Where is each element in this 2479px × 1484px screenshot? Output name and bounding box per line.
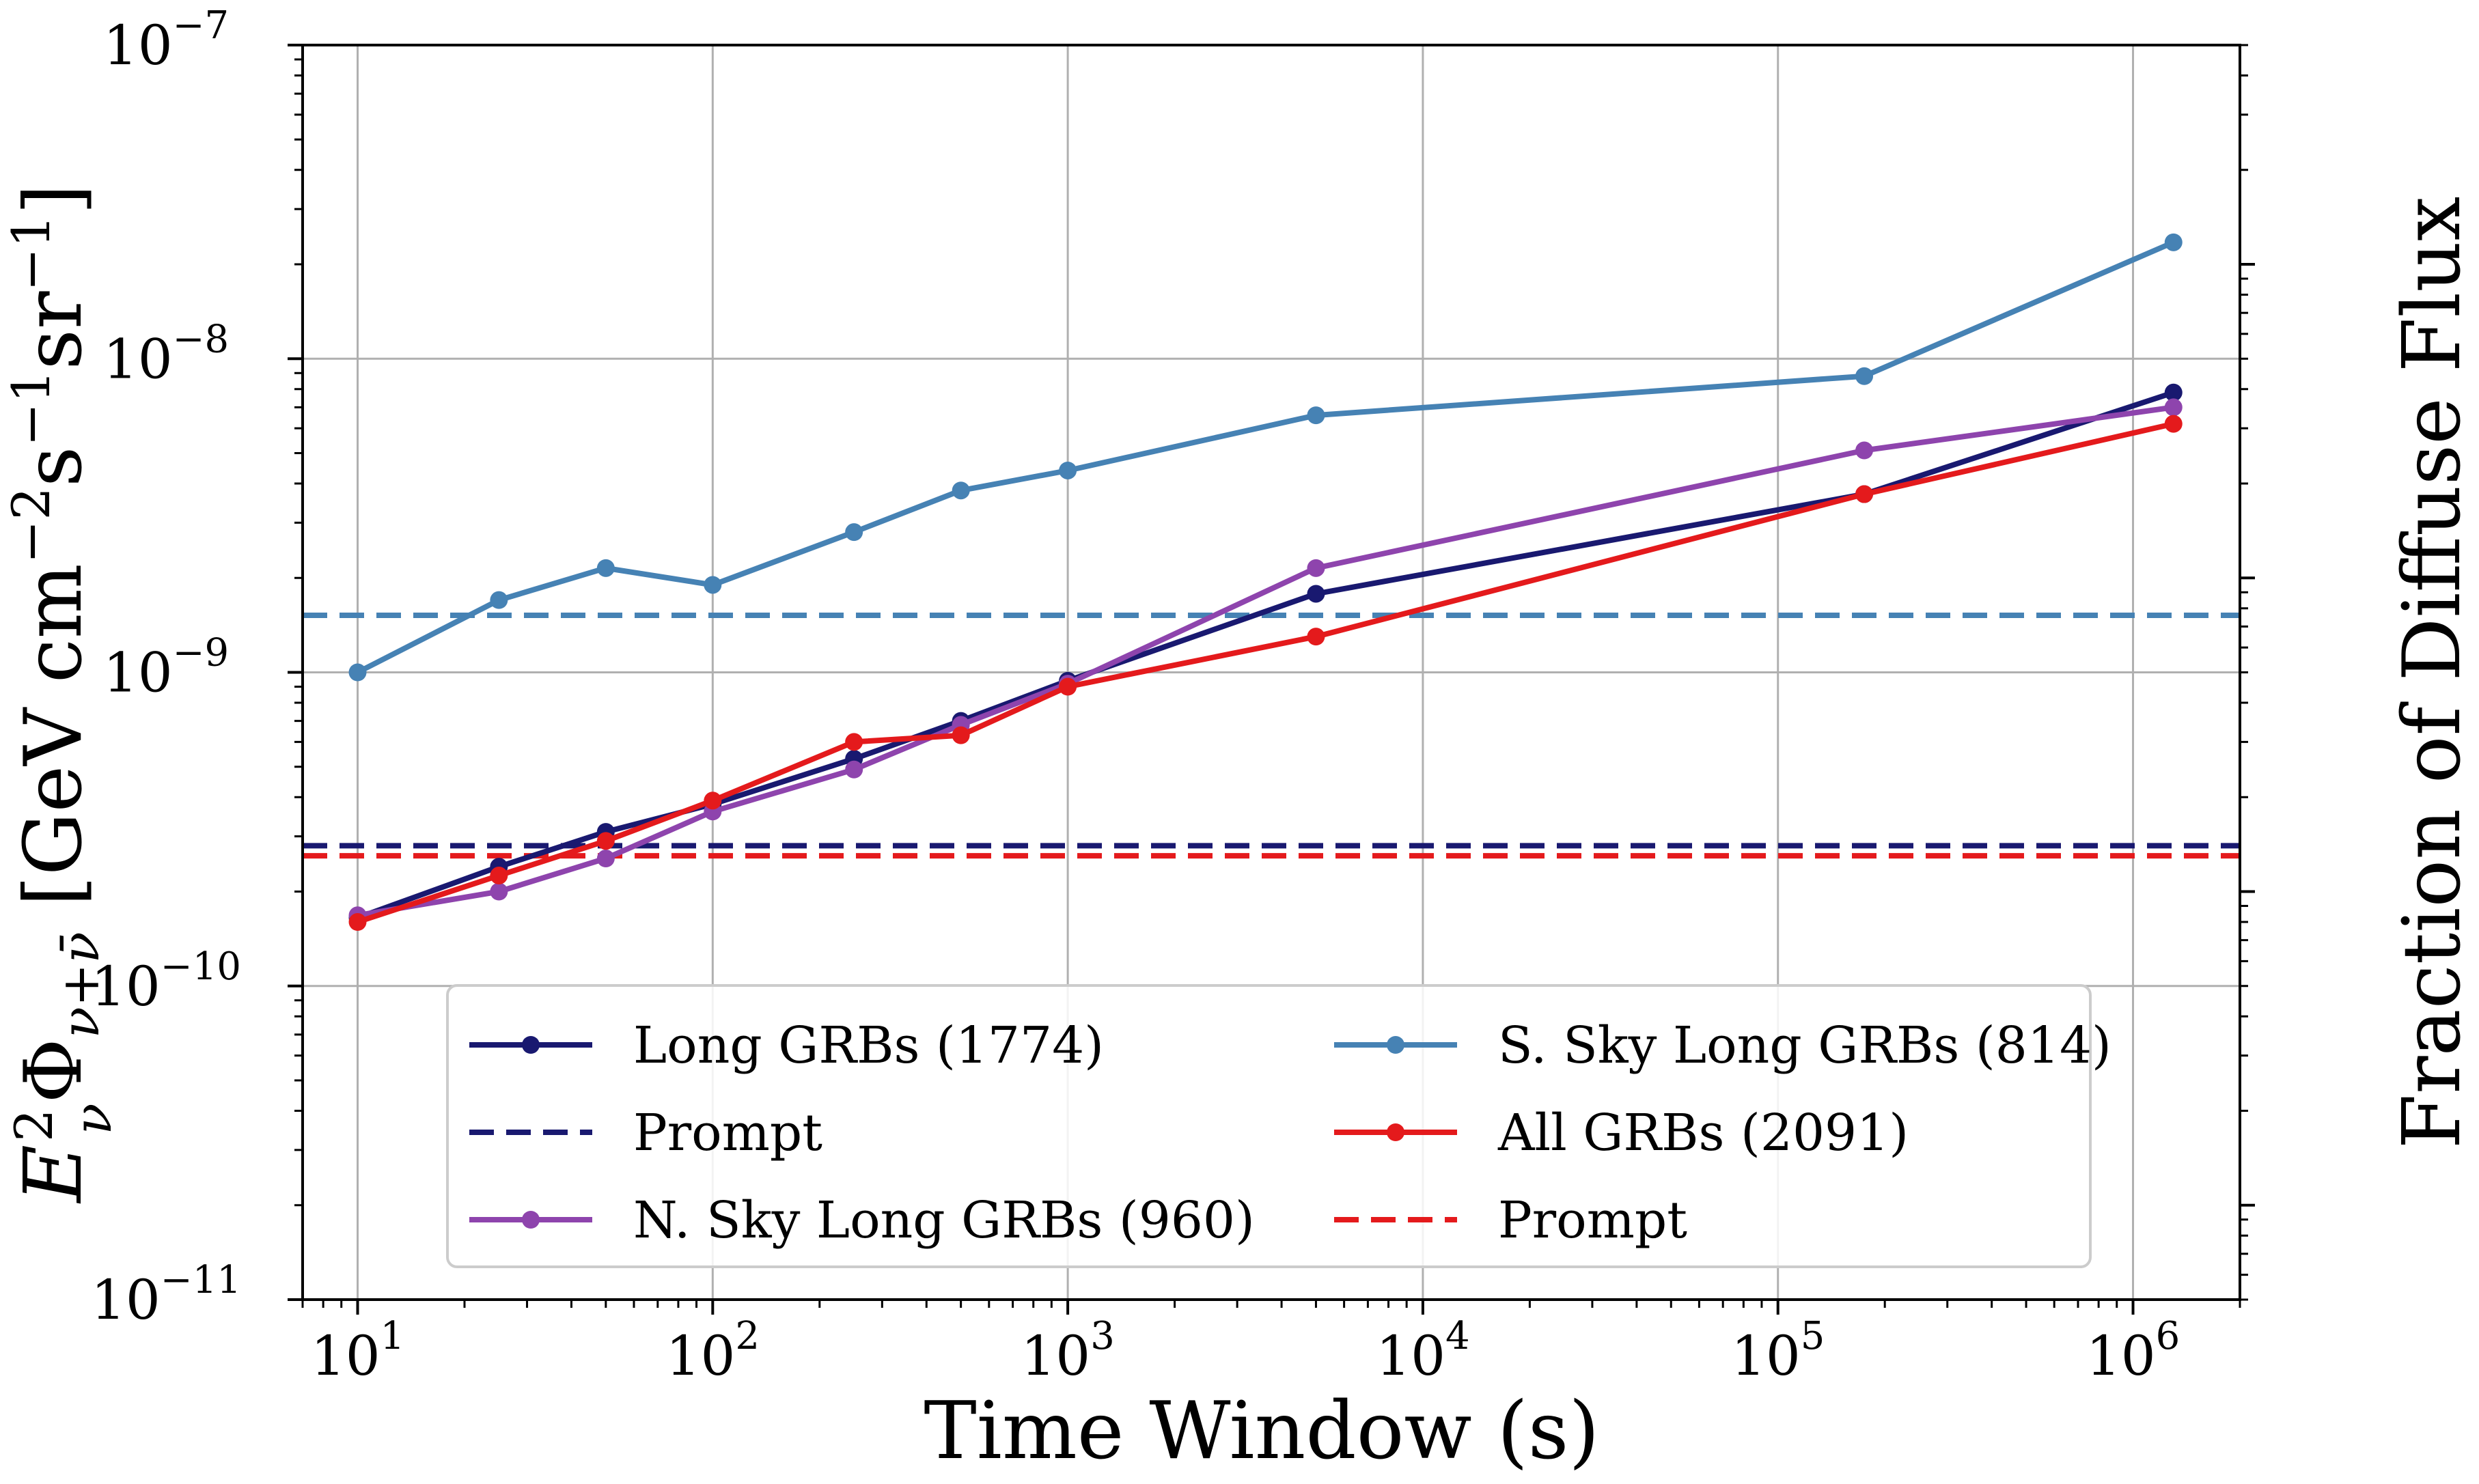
y2-axis-title: Fraction of Diffuse Flux xyxy=(2386,197,2478,1149)
x-tick-label: 105 xyxy=(1731,1314,1825,1388)
legend-label-nsky: N. Sky Long GRBs (960) xyxy=(633,1191,1255,1250)
series-all-point xyxy=(845,733,863,751)
x-tick-label: 106 xyxy=(2086,1314,2180,1388)
ticks: 101 102 103 104 105 106 10−11 10−10 10−9 10−8 10−7… xyxy=(91,3,2255,1388)
series-ssky-point xyxy=(1059,461,1077,479)
series-all-point xyxy=(1307,628,1325,646)
series-ssky-point xyxy=(1855,367,1874,385)
series-nsky-point xyxy=(596,850,615,868)
series-nsky-line xyxy=(357,404,2174,919)
legend-marker-ssky xyxy=(1387,1036,1404,1054)
series-lines xyxy=(303,233,2240,932)
legend-label-long-prompt: Prompt xyxy=(633,1104,822,1162)
series-nsky-point xyxy=(2164,398,2183,417)
legend: Long GRBs (1774) Prompt N. Sky Long GRBs (… xyxy=(446,984,2111,1268)
series-ssky-line xyxy=(356,240,2175,675)
series-long-point xyxy=(1307,585,1325,603)
series-ssky-point xyxy=(490,591,508,609)
y-tick-label: 10−7 xyxy=(103,3,229,77)
series-ssky-point xyxy=(596,559,615,577)
x-tick-label: 104 xyxy=(1376,1314,1469,1388)
legend-label-long: Long GRBs (1774) xyxy=(633,1016,1104,1075)
legend-marker-nsky xyxy=(522,1211,540,1229)
legend-marker-long xyxy=(522,1036,540,1054)
series-nsky-point xyxy=(1307,559,1325,577)
series-all-point xyxy=(1059,677,1077,696)
series-all-point xyxy=(2164,415,2183,433)
series-ssky-point xyxy=(845,523,863,542)
legend-label-all: All GRBs (2091) xyxy=(1497,1104,1909,1162)
x-tick-label: 103 xyxy=(1021,1314,1114,1388)
series-nsky-point xyxy=(845,760,863,779)
series-all-point xyxy=(1855,485,1874,503)
x-tick-label: 102 xyxy=(666,1314,760,1388)
x-tick-label: 101 xyxy=(311,1314,404,1388)
y-tick-label: 10−11 xyxy=(91,1258,241,1332)
legend-marker-all xyxy=(1387,1123,1404,1141)
series-all-point xyxy=(490,867,508,885)
x-axis-title: Time Window (s) xyxy=(924,1385,1599,1477)
series-nsky-point xyxy=(490,882,508,901)
series-nsky-point xyxy=(1855,441,1874,460)
series-ssky-point xyxy=(348,663,367,682)
series-all-point xyxy=(704,792,722,810)
series-ssky-point xyxy=(952,481,970,500)
series-ssky-point xyxy=(1307,406,1325,425)
series-all-point xyxy=(596,832,615,850)
y-tick-label: 10−8 xyxy=(103,317,229,391)
y-tick-label: 10−9 xyxy=(103,631,229,705)
legend-label-ssky: S. Sky Long GRBs (814) xyxy=(1498,1016,2111,1075)
series-all-line xyxy=(357,421,2174,925)
series-ssky-point xyxy=(704,576,722,594)
legend-label-all-prompt: Prompt xyxy=(1498,1191,1687,1250)
series-ssky-point xyxy=(2164,233,2183,251)
series-long-point xyxy=(2164,383,2183,402)
y-tick-label: 10−10 xyxy=(91,944,241,1018)
legend-box xyxy=(446,984,2092,1268)
series-all-point xyxy=(952,726,970,744)
series-all-point xyxy=(348,913,367,932)
y-axis-title: E2νΦν+ν̄ [GeV cm−2s−1sr−1] xyxy=(1,184,123,1203)
